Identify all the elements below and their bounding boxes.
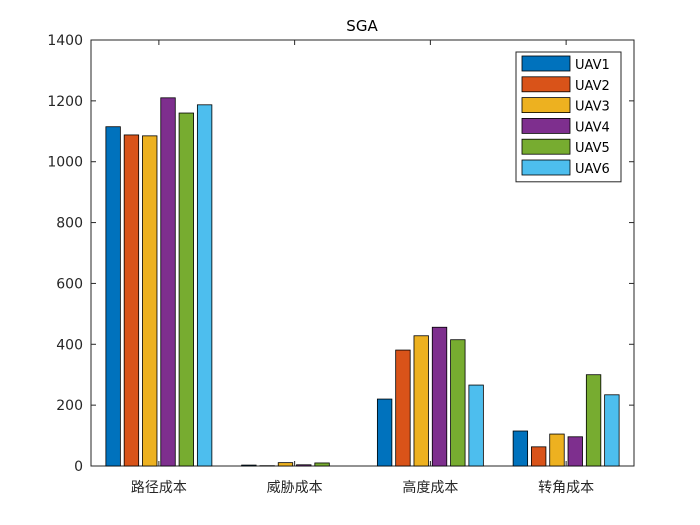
legend-swatch-uav4 [521, 118, 571, 134]
y-tick-label: 1400 [47, 33, 83, 49]
legend-label-uav4: UAV4 [575, 120, 610, 135]
x-tick-label: 转角成本 [538, 480, 594, 496]
bar-uav1-cat-2 [376, 398, 393, 467]
bar-uav3-cat-1 [277, 462, 294, 467]
legend-swatch-uav2 [521, 76, 571, 93]
bar-uav2-cat-2 [395, 349, 411, 467]
bar-uav4-cat-0 [160, 97, 176, 467]
y-tick-label: 600 [56, 276, 83, 292]
bar-uav2-cat-3 [531, 446, 547, 467]
legend-label-uav1: UAV1 [575, 58, 610, 73]
x-axis-ticks: 路径成本 威胁成本 高度成本 转角成本 [131, 40, 594, 496]
y-tick-label: 400 [56, 337, 83, 353]
bar-uav1-cat-3 [512, 430, 529, 467]
bar-uav4-cat-1 [296, 464, 312, 467]
bar-uav1-cat-0 [105, 126, 121, 467]
x-tick-label: 高度成本 [402, 479, 458, 496]
bar-uav5-cat-2 [450, 339, 466, 467]
legend-swatch-uav6 [521, 159, 571, 176]
x-tick-label: 威胁成本 [267, 480, 323, 496]
legend-label-uav6: UAV6 [575, 162, 610, 177]
x-tick-label: 路径成本 [131, 480, 187, 496]
y-tick-label: 200 [56, 398, 83, 414]
legend: UAV1 UAV2 UAV3 UAV4 UAV5 UAV6 [515, 51, 622, 183]
bar-uav5-cat-1 [314, 462, 330, 467]
legend-label-uav3: UAV3 [575, 100, 610, 115]
y-tick-label: 1000 [47, 155, 83, 171]
legend-swatch-uav5 [521, 138, 571, 155]
bar-uav4-cat-3 [567, 436, 583, 467]
bar-uav2-cat-0 [123, 134, 140, 467]
bar-uav6-cat-0 [196, 104, 213, 467]
legend-label-uav5: UAV5 [575, 141, 610, 156]
bars [105, 97, 620, 467]
legend-swatch-uav3 [521, 97, 571, 113]
chart-title: SGA [346, 17, 378, 35]
y-tick-label: 1200 [47, 94, 83, 110]
bar-uav5-cat-3 [585, 374, 602, 467]
bar-uav3-cat-3 [549, 433, 565, 467]
bar-uav6-cat-2 [468, 384, 484, 467]
y-axis-ticks: 0 200 400 600 800 1000 1200 1400 [47, 33, 634, 475]
bar-uav1-cat-1 [241, 464, 257, 467]
bar-uav3-cat-0 [142, 135, 158, 467]
y-tick-label: 0 [74, 459, 83, 475]
legend-swatch-uav1 [521, 55, 571, 72]
y-tick-label: 800 [56, 216, 83, 232]
bar-uav3-cat-2 [413, 335, 429, 467]
bar-uav4-cat-2 [431, 326, 448, 467]
bar-uav6-cat-3 [604, 394, 620, 467]
axes-box [90, 39, 635, 467]
plot-area [90, 39, 635, 467]
bar-uav5-cat-0 [178, 112, 194, 467]
legend-label-uav2: UAV2 [575, 79, 610, 94]
